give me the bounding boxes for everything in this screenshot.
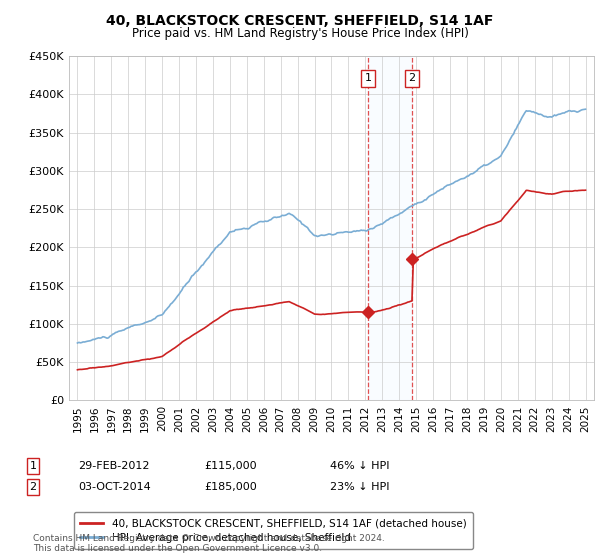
Legend: 40, BLACKSTOCK CRESCENT, SHEFFIELD, S14 1AF (detached house), HPI: Average price: 40, BLACKSTOCK CRESCENT, SHEFFIELD, S14 … — [74, 512, 473, 549]
Text: 1: 1 — [29, 461, 37, 471]
Text: 29-FEB-2012: 29-FEB-2012 — [78, 461, 149, 471]
Text: 2: 2 — [29, 482, 37, 492]
Text: Price paid vs. HM Land Registry's House Price Index (HPI): Price paid vs. HM Land Registry's House … — [131, 27, 469, 40]
Text: 03-OCT-2014: 03-OCT-2014 — [78, 482, 151, 492]
Text: 23% ↓ HPI: 23% ↓ HPI — [330, 482, 389, 492]
Bar — [368, 56, 412, 400]
Text: Contains HM Land Registry data © Crown copyright and database right 2024.
This d: Contains HM Land Registry data © Crown c… — [33, 534, 385, 553]
Text: 2: 2 — [409, 73, 416, 83]
Text: £185,000: £185,000 — [204, 482, 257, 492]
Text: £115,000: £115,000 — [204, 461, 257, 471]
Text: 40, BLACKSTOCK CRESCENT, SHEFFIELD, S14 1AF: 40, BLACKSTOCK CRESCENT, SHEFFIELD, S14 … — [106, 14, 494, 28]
Text: 46% ↓ HPI: 46% ↓ HPI — [330, 461, 389, 471]
Text: 1: 1 — [365, 73, 371, 83]
